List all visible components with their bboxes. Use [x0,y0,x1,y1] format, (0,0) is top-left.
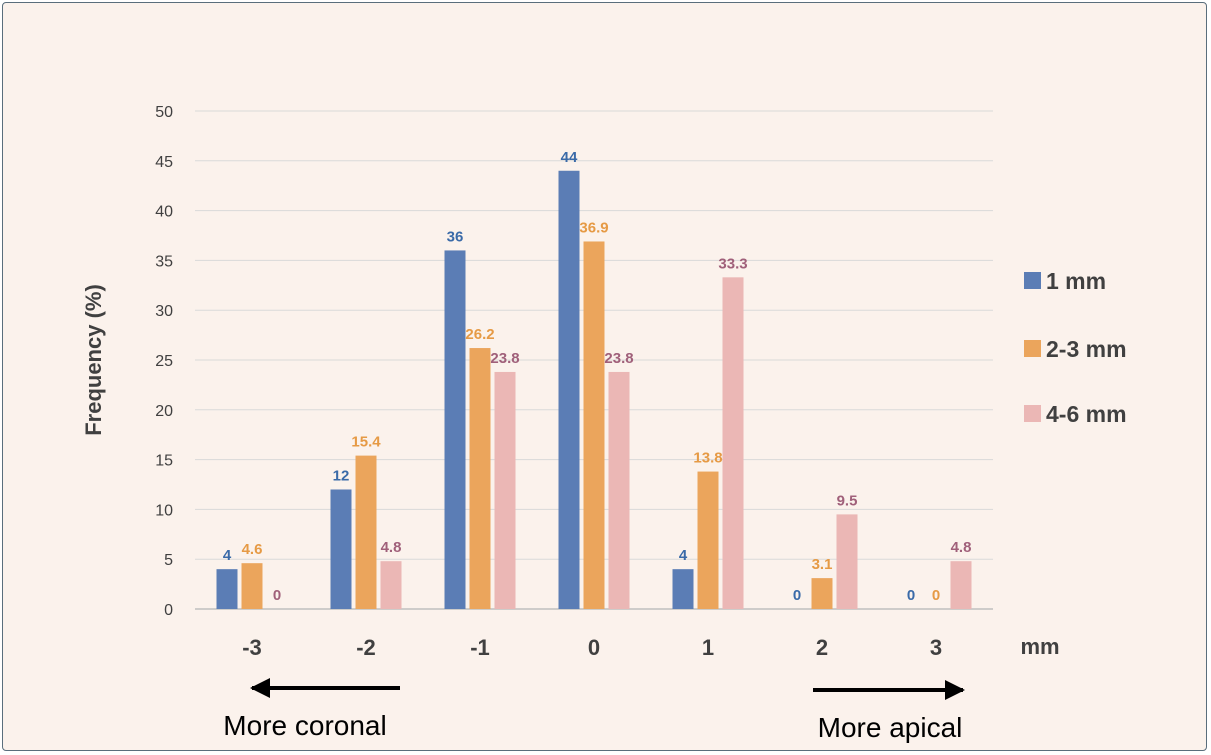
y-tick-label: 10 [155,502,173,519]
y-tick-label: 25 [155,353,173,370]
y-tick-label: 30 [155,303,173,320]
x-tick-label: -2 [356,635,376,660]
data-label: 3.1 [812,556,833,573]
bars [216,170,972,609]
x-tick-label: 2 [816,635,828,660]
legend-swatch [1024,340,1041,357]
bar [697,471,719,609]
y-tick-label: 35 [155,253,173,270]
bar [811,578,833,609]
legend-label: 1 mm [1046,268,1106,294]
gridlines [195,110,993,610]
data-label: 23.8 [604,350,633,367]
bar [950,561,972,609]
data-label: 4 [223,547,232,564]
x-tick-label: -1 [470,635,490,660]
x-tick-label: 1 [702,635,714,660]
x-tick-label: 0 [588,635,600,660]
bar [380,561,402,609]
legend: 1 mm 2-3 mm 4-6 mm [1024,268,1127,427]
bar [494,371,516,609]
data-label: 23.8 [490,350,519,367]
data-label: 4 [679,547,688,564]
data-label: 0 [273,587,281,604]
y-tick-label: 15 [155,453,173,470]
y-tick-label: 5 [164,552,173,569]
y-tick-label: 40 [155,204,173,221]
bar [672,569,694,609]
bar [583,241,605,609]
data-label: 0 [907,587,915,604]
data-label: 12 [333,467,350,484]
data-label: 36.9 [579,219,608,236]
data-label: 26.2 [465,326,494,343]
y-tick-label: 45 [155,154,173,171]
data-label: 36 [447,228,464,245]
bar [836,514,858,609]
bar [330,489,352,609]
data-label: 9.5 [837,492,858,509]
x-tick-label: -3 [242,635,262,660]
y-tick-label: 50 [155,104,173,121]
bar [355,455,377,609]
bar [241,563,263,609]
data-label: 4.8 [951,539,972,556]
bar [216,569,238,609]
y-axis-ticks: 0 5 10 15 20 25 30 35 40 45 50 [155,104,173,619]
bar [469,348,491,609]
y-tick-label: 20 [155,403,173,420]
x-axis-unit: mm [1020,634,1059,659]
bar [558,170,580,609]
data-label: 15.4 [351,434,381,451]
x-tick-label: 3 [930,635,942,660]
data-label: 44 [561,149,578,166]
legend-label: 2-3 mm [1046,336,1127,362]
legend-label: 4-6 mm [1046,401,1127,427]
data-label: 4.8 [381,539,402,556]
bar [444,250,466,609]
data-label: 4.6 [242,541,263,558]
y-axis-label: Frequency (%) [81,284,106,436]
bar [722,277,744,609]
data-label: 0 [793,587,801,604]
data-label: 13.8 [693,450,722,467]
bar [608,371,630,609]
y-tick-label: 0 [164,602,173,619]
data-label: 33.3 [718,255,747,272]
annotation-more-apical: More apical [818,712,963,743]
legend-swatch [1024,405,1041,422]
x-axis-categories: -3 -2 -1 0 1 2 3 [242,635,942,660]
legend-swatch [1024,272,1041,289]
annotation-more-coronal: More coronal [223,710,386,741]
data-label: 0 [932,587,940,604]
